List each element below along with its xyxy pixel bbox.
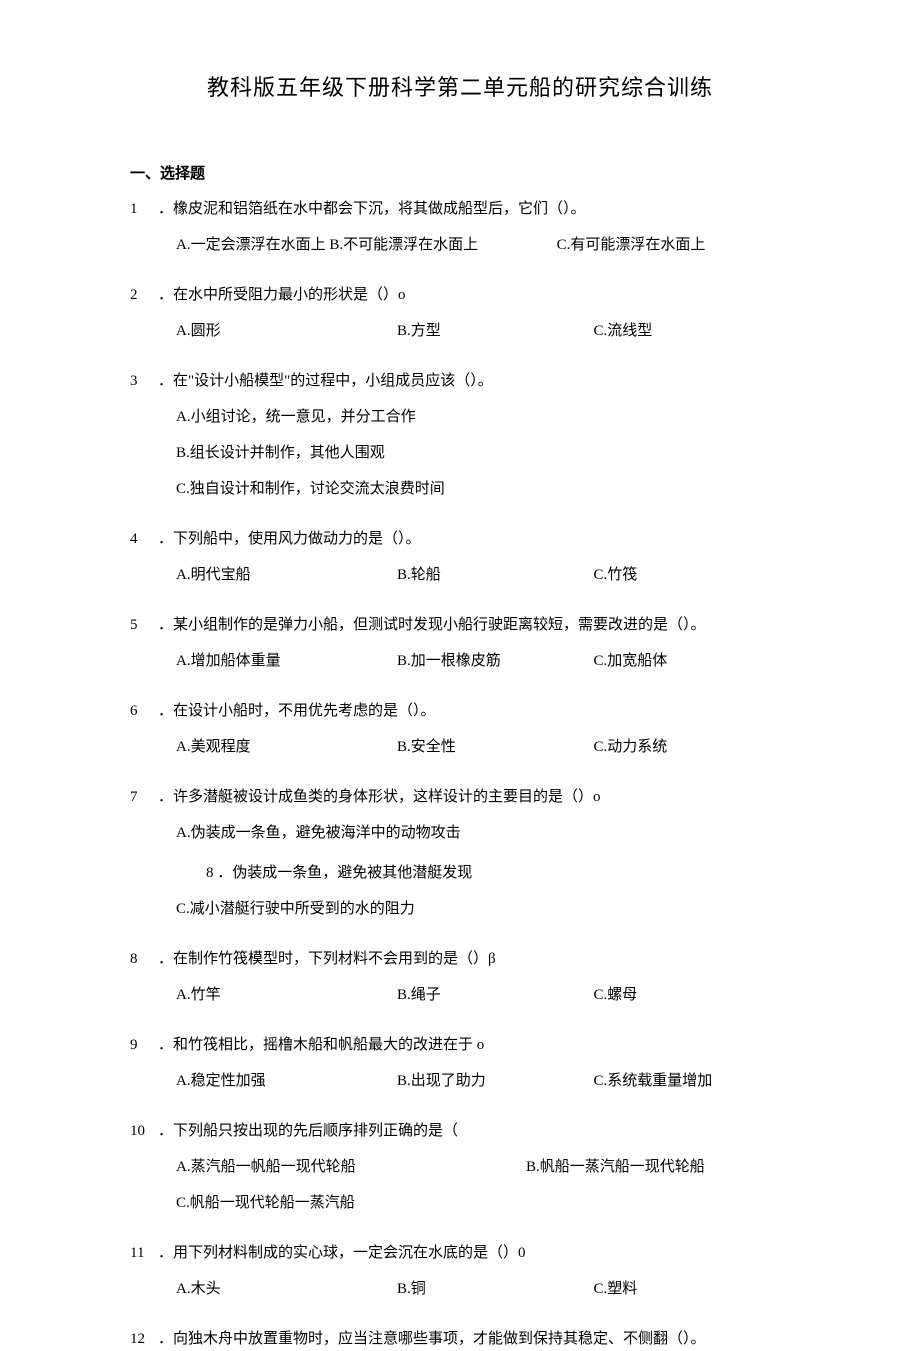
question-3: 3．在"设计小船模型"的过程中，小组成员应该（）。 A.小组讨论，统一意见，并分工…: [130, 369, 790, 513]
options-row: A.一定会漂浮在水面上 B.不可能漂浮在水面上C.有可能漂浮在水面上: [130, 233, 790, 269]
question-10: 10．下列船只按出现的先后顺序排列正确的是（ A.蒸汽船一帆船一现代轮船B.帆船一…: [130, 1119, 790, 1227]
doc-title: 教科版五年级下册科学第二单元船的研究综合训练: [130, 70, 790, 102]
question-stem: 5．某小组制作的是弹力小船，但测试时发现小船行驶距离较短，需要改进的是（）。: [130, 613, 790, 637]
option-b: B.加一根橡皮筋: [397, 649, 593, 673]
question-text: ．用下列材料制成的实心球，一定会沉在水底的是（）0: [158, 1241, 790, 1265]
options-stack-2: C.减小潜艇行驶中所受到的水的阻力: [130, 897, 790, 933]
question-text: ．在"设计小船模型"的过程中，小组成员应该（）。: [158, 369, 790, 393]
option-c: C.系统载重量增加: [594, 1069, 790, 1093]
question-text: ．在水中所受阻力最小的形状是（）o: [158, 283, 790, 307]
question-text: ．在设计小船时，不用优先考虑的是（）。: [158, 699, 790, 723]
options-row: A.木头B.铜C.塑料: [130, 1277, 790, 1313]
question-1: 1．橡皮泥和铝箔纸在水中都会下沉，将其做成船型后，它们（）。 A.一定会漂浮在水面…: [130, 197, 790, 269]
option-b: B.轮船: [397, 563, 593, 587]
option-c: C.减小潜艇行驶中所受到的水的阻力: [176, 897, 790, 921]
options-row: A.美观程度B.安全性C.动力系统: [130, 735, 790, 771]
question-text: ．下列船只按出现的先后顺序排列正确的是（: [158, 1119, 790, 1143]
question-text: ．在制作竹筏模型时，下列材料不会用到的是（）β: [158, 947, 790, 971]
question-stem: 11．用下列材料制成的实心球，一定会沉在水底的是（）0: [130, 1241, 790, 1265]
option-c: C.流线型: [594, 319, 790, 343]
question-stem: 2．在水中所受阻力最小的形状是（）o: [130, 283, 790, 307]
option-b: B.绳子: [397, 983, 593, 1007]
question-stem: 10．下列船只按出现的先后顺序排列正确的是（: [130, 1119, 790, 1143]
question-stem: 7．许多潜艇被设计成鱼类的身体形状，这样设计的主要目的是（）o: [130, 785, 790, 809]
option-b-indented: 8 ．伪装成一条鱼，避免被其他潜艇发现: [130, 861, 790, 885]
question-text: ．下列船中，使用风力做动力的是（）。: [158, 527, 790, 551]
question-number: 9: [130, 1033, 158, 1057]
option-b: B.组长设计并制作，其他人围观: [176, 441, 790, 465]
questions-container: 1．橡皮泥和铝箔纸在水中都会下沉，将其做成船型后，它们（）。 A.一定会漂浮在水面…: [130, 197, 790, 1351]
options-row: A.圆形B.方型C.流线型: [130, 319, 790, 355]
option-b: B.方型: [397, 319, 593, 343]
option-a: A.稳定性加强: [176, 1069, 397, 1093]
question-number: 2: [130, 283, 158, 307]
option-c: C.塑料: [594, 1277, 790, 1301]
question-text: ．许多潜艇被设计成鱼类的身体形状，这样设计的主要目的是（）o: [158, 785, 790, 809]
option-a: A.小组讨论，统一意见，并分工合作: [176, 405, 790, 429]
option-c: C.独自设计和制作，讨论交流太浪费时间: [176, 477, 790, 501]
section-header: 一、选择题: [130, 162, 790, 183]
option-ab: A.一定会漂浮在水面上 B.不可能漂浮在水面上: [176, 233, 557, 257]
option-a: A.明代宝船: [176, 563, 397, 587]
option-b: B.铜: [397, 1277, 593, 1301]
question-stem: 9．和竹筏相比，摇橹木船和帆船最大的改进在于 o: [130, 1033, 790, 1057]
question-text: ．某小组制作的是弹力小船，但测试时发现小船行驶距离较短，需要改进的是（）。: [158, 613, 790, 637]
question-6: 6．在设计小船时，不用优先考虑的是（）。 A.美观程度B.安全性C.动力系统: [130, 699, 790, 771]
question-text: ．向独木舟中放置重物时，应当注意哪些事项，才能做到保持其稳定、不侧翻（）。: [158, 1327, 790, 1351]
option-a: A.增加船体重量: [176, 649, 397, 673]
question-stem: 8．在制作竹筏模型时，下列材料不会用到的是（）β: [130, 947, 790, 971]
options-stack: A.伪装成一条鱼，避免被海洋中的动物攻击: [130, 821, 790, 857]
option-c: C.动力系统: [594, 735, 790, 759]
option-a: A.竹竿: [176, 983, 397, 1007]
option-b: B.出现了助力: [397, 1069, 593, 1093]
options-row: A.蒸汽船一帆船一现代轮船B.帆船一蒸汽船一现代轮船 C.帆船一现代轮船一蒸汽船: [130, 1155, 790, 1227]
options-row: A.竹竿B.绳子C.螺母: [130, 983, 790, 1019]
question-number: 5: [130, 613, 158, 637]
question-11: 11．用下列材料制成的实心球，一定会沉在水底的是（）0 A.木头B.铜C.塑料: [130, 1241, 790, 1313]
question-number: 7: [130, 785, 158, 809]
option-a: A.木头: [176, 1277, 397, 1301]
question-4: 4．下列船中，使用风力做动力的是（）。 A.明代宝船B.轮船C.竹筏: [130, 527, 790, 599]
question-stem: 4．下列船中，使用风力做动力的是（）。: [130, 527, 790, 551]
option-a: A.美观程度: [176, 735, 397, 759]
option-c: C.螺母: [594, 983, 790, 1007]
option-b: B.安全性: [397, 735, 593, 759]
options-row: A.明代宝船B.轮船C.竹筏: [130, 563, 790, 599]
question-number: 8: [130, 947, 158, 971]
option-a: A.蒸汽船一帆船一现代轮船: [176, 1155, 526, 1179]
option-a: A.伪装成一条鱼，避免被海洋中的动物攻击: [176, 821, 790, 845]
question-text: ．橡皮泥和铝箔纸在水中都会下沉，将其做成船型后，它们（）。: [158, 197, 790, 221]
question-number: 3: [130, 369, 158, 393]
options-row: A.增加船体重量B.加一根橡皮筋C.加宽船体: [130, 649, 790, 685]
question-5: 5．某小组制作的是弹力小船，但测试时发现小船行驶距离较短，需要改进的是（）。 A.…: [130, 613, 790, 685]
question-number: 11: [130, 1241, 158, 1265]
options-row: A.稳定性加强B.出现了助力C.系统载重量增加: [130, 1069, 790, 1105]
question-stem: 6．在设计小船时，不用优先考虑的是（）。: [130, 699, 790, 723]
question-stem: 1．橡皮泥和铝箔纸在水中都会下沉，将其做成船型后，它们（）。: [130, 197, 790, 221]
question-text: ．和竹筏相比，摇橹木船和帆船最大的改进在于 o: [158, 1033, 790, 1057]
question-number: 4: [130, 527, 158, 551]
option-c: C.竹筏: [594, 563, 790, 587]
options-stack: A.小组讨论，统一意见，并分工合作 B.组长设计并制作，其他人围观 C.独自设计和制…: [130, 405, 790, 513]
question-7: 7．许多潜艇被设计成鱼类的身体形状，这样设计的主要目的是（）o A.伪装成一条鱼，…: [130, 785, 790, 933]
option-b: B.帆船一蒸汽船一现代轮船: [526, 1155, 790, 1179]
option-c: C.帆船一现代轮船一蒸汽船: [176, 1191, 790, 1215]
question-number: 6: [130, 699, 158, 723]
option-a: A.圆形: [176, 319, 397, 343]
option-c: C.加宽船体: [594, 649, 790, 673]
option-c: C.有可能漂浮在水面上: [557, 233, 790, 257]
question-8: 8．在制作竹筏模型时，下列材料不会用到的是（）β A.竹竿B.绳子C.螺母: [130, 947, 790, 1019]
question-12: 12．向独木舟中放置重物时，应当注意哪些事项，才能做到保持其稳定、不侧翻（）。: [130, 1327, 790, 1351]
question-stem: 3．在"设计小船模型"的过程中，小组成员应该（）。: [130, 369, 790, 393]
question-number: 10: [130, 1119, 158, 1143]
question-number: 1: [130, 197, 158, 221]
question-stem: 12．向独木舟中放置重物时，应当注意哪些事项，才能做到保持其稳定、不侧翻（）。: [130, 1327, 790, 1351]
question-9: 9．和竹筏相比，摇橹木船和帆船最大的改进在于 o A.稳定性加强B.出现了助力C.…: [130, 1033, 790, 1105]
question-number: 12: [130, 1327, 158, 1351]
question-2: 2．在水中所受阻力最小的形状是（）o A.圆形B.方型C.流线型: [130, 283, 790, 355]
